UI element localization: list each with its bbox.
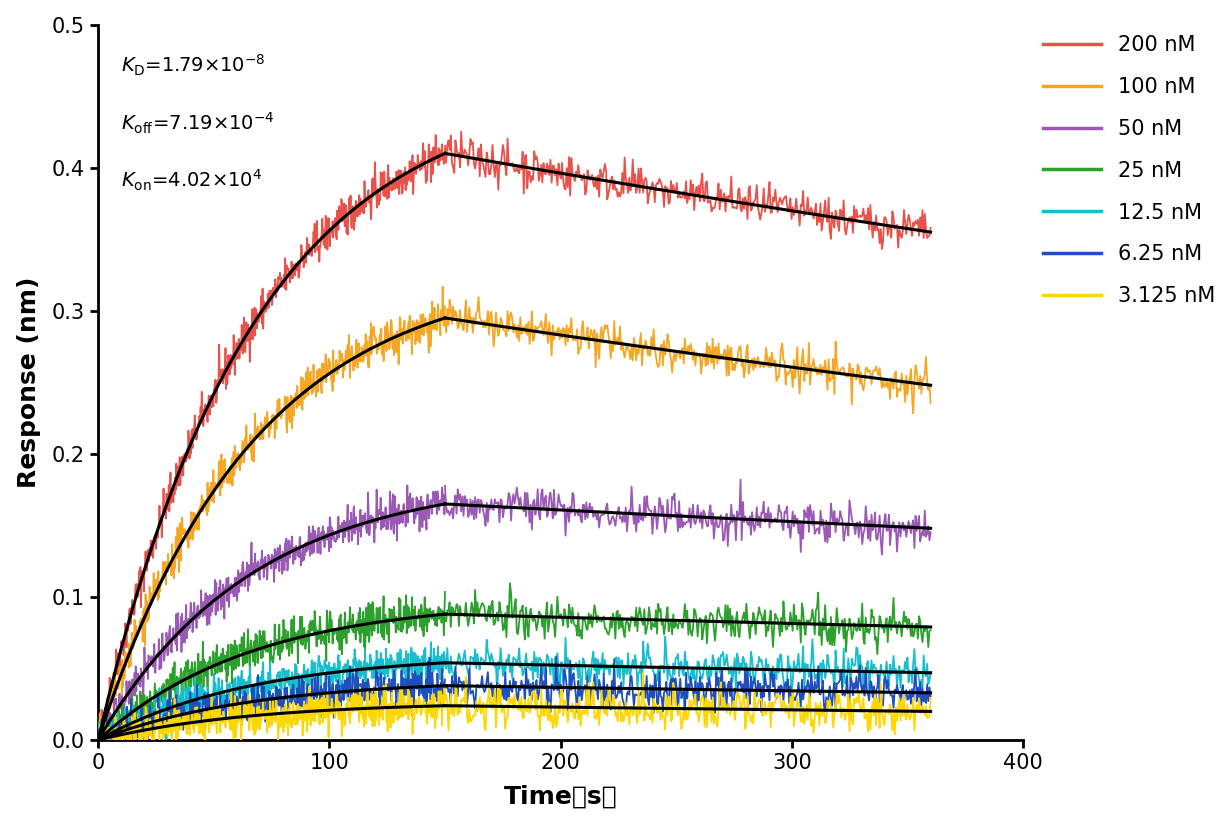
- 200 nM: [153, 516, 168, 526]
- 25 nM: [91, 732, 106, 742]
- 25 nM: [437, 587, 452, 597]
- 50 nM: [91, 742, 106, 752]
- 25 nM: [296, 637, 310, 647]
- 12.5 nM: [296, 677, 310, 687]
- 200 nM: [352, 210, 367, 219]
- 100 nM: [437, 301, 452, 311]
- 50 nM: [400, 480, 415, 490]
- 3.125 nM: [248, 727, 262, 737]
- 3.125 nM: [296, 725, 310, 735]
- 12.5 nM: [424, 637, 439, 647]
- 100 nM: [91, 739, 106, 749]
- 200 nM: [437, 144, 452, 154]
- X-axis label: Time（s）: Time（s）: [504, 785, 617, 808]
- Line: 100 nM: 100 nM: [99, 287, 445, 744]
- 12.5 nM: [323, 665, 338, 675]
- 3.125 nM: [323, 706, 338, 716]
- 200 nM: [296, 253, 310, 263]
- Text: $\mathit{K}_\mathrm{D}$=1.79×10$^{-8}$: $\mathit{K}_\mathrm{D}$=1.79×10$^{-8}$: [121, 54, 266, 78]
- 200 nM: [91, 730, 106, 740]
- 50 nM: [437, 495, 452, 505]
- 50 nM: [248, 549, 262, 559]
- 50 nM: [152, 664, 166, 674]
- 100 nM: [435, 282, 450, 292]
- 3.125 nM: [91, 736, 106, 746]
- 100 nM: [248, 433, 262, 443]
- 6.25 nM: [153, 720, 168, 730]
- 25 nM: [153, 687, 168, 697]
- 6.25 nM: [423, 653, 437, 663]
- 100 nM: [296, 374, 310, 384]
- 3.125 nM: [133, 753, 148, 763]
- Text: $\mathit{K}_\mathrm{off}$=7.19×10$^{-4}$: $\mathit{K}_\mathrm{off}$=7.19×10$^{-4}$: [121, 111, 275, 135]
- Text: $\mathit{K}_\mathrm{on}$=4.02×10$^{4}$: $\mathit{K}_\mathrm{on}$=4.02×10$^{4}$: [121, 167, 262, 193]
- 25 nM: [94, 748, 108, 758]
- 100 nM: [153, 587, 168, 596]
- 6.25 nM: [296, 681, 310, 691]
- Legend: 200 nM, 100 nM, 50 nM, 25 nM, 12.5 nM, 6.25 nM, 3.125 nM: 200 nM, 100 nM, 50 nM, 25 nM, 12.5 nM, 6…: [1042, 35, 1215, 306]
- 3.125 nM: [378, 679, 393, 689]
- 12.5 nM: [91, 728, 106, 738]
- Line: 12.5 nM: 12.5 nM: [99, 642, 445, 758]
- Line: 6.25 nM: 6.25 nM: [99, 658, 445, 752]
- 25 nM: [352, 603, 367, 613]
- Line: 3.125 nM: 3.125 nM: [99, 684, 445, 758]
- 100 nM: [91, 730, 106, 740]
- 3.125 nM: [180, 717, 195, 727]
- 50 nM: [180, 617, 195, 627]
- 12.5 nM: [437, 655, 452, 665]
- 25 nM: [323, 606, 338, 616]
- 100 nM: [180, 530, 195, 540]
- 6.25 nM: [437, 675, 452, 685]
- 200 nM: [323, 231, 338, 241]
- 3.125 nM: [352, 682, 367, 692]
- Y-axis label: Response (nm): Response (nm): [17, 276, 41, 488]
- 12.5 nM: [352, 659, 367, 669]
- 200 nM: [180, 453, 195, 463]
- 200 nM: [429, 130, 444, 140]
- 12.5 nM: [248, 682, 262, 692]
- 6.25 nM: [91, 725, 106, 735]
- 25 nM: [248, 629, 262, 639]
- 50 nM: [323, 512, 338, 522]
- 25 nM: [180, 655, 195, 665]
- 3.125 nM: [153, 719, 168, 728]
- 200 nM: [91, 734, 106, 744]
- 200 nM: [248, 304, 262, 314]
- 50 nM: [352, 526, 367, 536]
- 6.25 nM: [323, 682, 338, 692]
- Line: 50 nM: 50 nM: [99, 485, 445, 747]
- 50 nM: [296, 548, 310, 558]
- 6.25 nM: [352, 687, 367, 697]
- 12.5 nM: [92, 753, 107, 763]
- 100 nM: [352, 351, 367, 361]
- 6.25 nM: [180, 719, 195, 729]
- Line: 25 nM: 25 nM: [99, 592, 445, 753]
- 100 nM: [323, 357, 338, 367]
- 12.5 nM: [153, 714, 168, 724]
- 6.25 nM: [101, 747, 116, 757]
- Line: 200 nM: 200 nM: [99, 135, 445, 739]
- 6.25 nM: [248, 707, 262, 717]
- 3.125 nM: [437, 692, 452, 702]
- 12.5 nM: [180, 709, 195, 719]
